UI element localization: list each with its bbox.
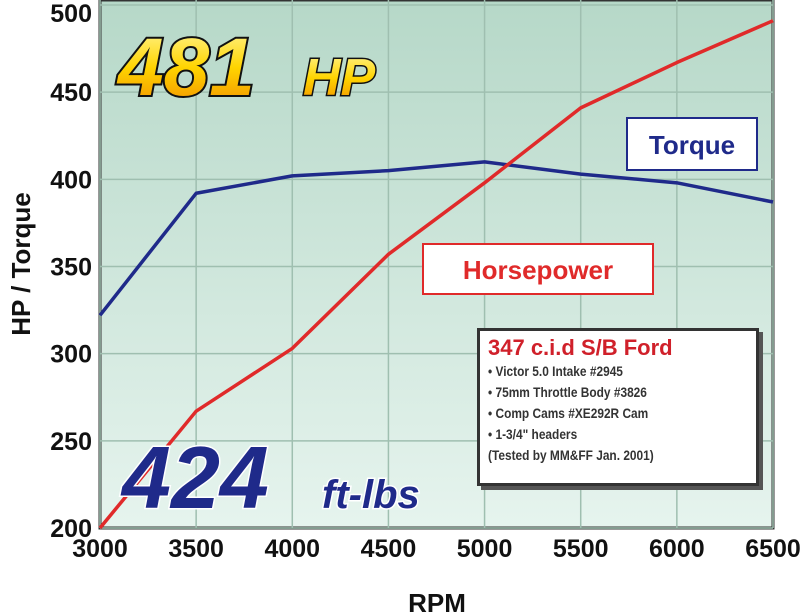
legend-horsepower-label: Horsepower <box>463 255 613 285</box>
hp-peak-value: 481 <box>116 22 255 113</box>
legend-torque-label: Torque <box>649 130 735 160</box>
hp-peak-unit: HP <box>303 49 376 107</box>
legend-torque: Torque <box>626 117 758 171</box>
legend-horsepower: Horsepower <box>422 243 654 295</box>
horsepower-line <box>98 19 774 530</box>
x-tick-label: 3500 <box>168 535 224 563</box>
y-tick-label: 200 <box>50 515 92 543</box>
y-axis-label: HP / Torque <box>6 192 36 336</box>
x-tick-label: 3000 <box>72 535 128 563</box>
x-axis-label: RPM <box>408 588 466 614</box>
x-tick-label: 6000 <box>649 535 705 563</box>
x-tick-label: 4000 <box>264 535 320 563</box>
engine-info-box: 347 c.i.d S/B Ford • Victor 5.0 Intake #… <box>477 328 759 486</box>
y-tick-label: 400 <box>50 166 92 194</box>
info-line: • Victor 5.0 Intake #2945 <box>488 363 623 379</box>
info-line: • Comp Cams #XE292R Cam <box>488 405 649 421</box>
y-tick-label: 300 <box>50 341 92 369</box>
x-tick-label: 5000 <box>457 535 513 563</box>
y-tick-label: 250 <box>50 428 92 456</box>
x-tick-label: 6500 <box>745 535 800 563</box>
engine-title: 347 c.i.d S/B Ford <box>488 335 673 360</box>
torque-line <box>98 160 774 317</box>
info-line: • 75mm Throttle Body #3826 <box>488 384 647 400</box>
y-tick-label: 350 <box>50 254 92 282</box>
y-tick-label: 500 <box>50 0 92 28</box>
x-tick-label: 4500 <box>361 535 417 563</box>
info-line: • 1-3/4" headers <box>488 426 578 442</box>
torque-peak-value: 424 <box>120 428 269 527</box>
info-line: (Tested by MM&FF Jan. 2001) <box>488 447 654 463</box>
x-tick-label: 5500 <box>553 535 609 563</box>
torque-peak-unit: ft-lbs <box>322 473 420 517</box>
y-tick-label: 450 <box>50 79 92 107</box>
